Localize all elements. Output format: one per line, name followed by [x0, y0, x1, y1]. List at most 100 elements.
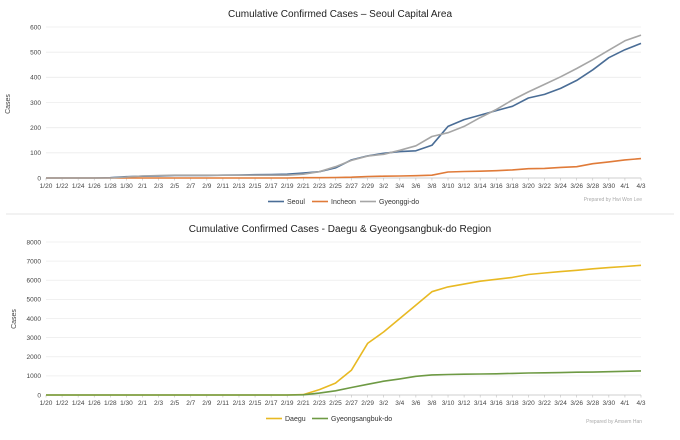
- x-tick-label: 3/26: [570, 183, 583, 190]
- x-tick-label: 1/20: [40, 183, 53, 190]
- x-tick-label: 2/17: [265, 400, 278, 407]
- y-tick-label: 6000: [27, 278, 42, 285]
- x-tick-label: 2/27: [345, 183, 358, 190]
- x-tick-label: 4/1: [620, 183, 629, 190]
- x-tick-label: 2/23: [313, 400, 326, 407]
- y-tick-label: 7000: [27, 258, 42, 265]
- x-tick-label: 2/13: [233, 400, 246, 407]
- legend-label: Seoul: [287, 199, 305, 206]
- x-tick-label: 1/30: [120, 400, 133, 407]
- x-tick-label: 4/3: [636, 400, 645, 407]
- x-tick-label: 3/20: [522, 183, 535, 190]
- x-tick-label: 2/11: [217, 183, 230, 190]
- y-tick-label: 2000: [27, 354, 42, 361]
- x-tick-label: 1/28: [104, 400, 117, 407]
- x-tick-label: 2/5: [170, 183, 179, 190]
- x-tick-label: 3/18: [506, 400, 519, 407]
- x-tick-label: 1/28: [104, 183, 117, 190]
- chart-title: Cumulative Confirmed Cases – Seoul Capit…: [228, 9, 452, 20]
- x-tick-label: 3/8: [427, 400, 436, 407]
- x-tick-label: 2/1: [138, 400, 147, 407]
- y-tick-label: 0: [37, 392, 41, 399]
- x-tick-label: 4/1: [620, 400, 629, 407]
- x-tick-label: 2/29: [361, 400, 374, 407]
- x-tick-label: 2/7: [186, 400, 195, 407]
- x-tick-label: 1/22: [56, 183, 69, 190]
- x-tick-label: 3/28: [586, 400, 599, 407]
- y-axis-label: Cases: [5, 94, 12, 114]
- x-tick-label: 3/12: [458, 183, 471, 190]
- y-tick-label: 100: [30, 150, 41, 157]
- x-tick-label: 4/3: [636, 183, 645, 190]
- x-tick-label: 2/17: [265, 183, 278, 190]
- x-tick-label: 2/15: [249, 183, 262, 190]
- x-tick-label: 2/9: [202, 183, 211, 190]
- y-tick-label: 0: [37, 175, 41, 182]
- x-tick-label: 3/30: [603, 183, 616, 190]
- x-tick-label: 2/11: [217, 400, 230, 407]
- x-tick-label: 3/6: [411, 400, 420, 407]
- x-tick-label: 2/1: [138, 183, 147, 190]
- x-tick-label: 2/25: [329, 183, 342, 190]
- legend-label: Incheon: [331, 199, 356, 206]
- x-tick-label: 3/16: [490, 183, 503, 190]
- x-tick-label: 3/14: [474, 183, 487, 190]
- x-axis: 1/20 1/22 1/24 1/26 1/28 1/30 2/1 2/3 2/5 2/7 2/9 2…: [40, 395, 646, 407]
- legend-label: Gyeonggi-do: [379, 199, 419, 206]
- credit-text: Prepared by Amsem Han: [586, 419, 642, 425]
- x-axis: 1/20 1/22 1/24 1/26 1/28 1/30 2/1 2/3 2/5 2/7 2/9 2…: [40, 178, 646, 190]
- legend-label: Daegu: [285, 416, 306, 423]
- chart-seoul-capital-area: Cumulative Confirmed Cases – Seoul Capit…: [5, 9, 646, 206]
- x-tick-label: 2/19: [281, 400, 294, 407]
- y-tick-label: 300: [30, 100, 41, 107]
- x-tick-label: 1/30: [120, 183, 133, 190]
- legend-label: Gyeongsangbuk-do: [331, 416, 392, 423]
- x-tick-label: 2/15: [249, 400, 262, 407]
- x-tick-label: 1/26: [88, 400, 101, 407]
- x-tick-label: 3/10: [442, 400, 455, 407]
- x-tick-label: 2/13: [233, 183, 246, 190]
- x-tick-label: 2/3: [154, 183, 163, 190]
- series-line-gyeongsangbuk-do: [46, 370, 642, 396]
- y-tick-label: 400: [30, 75, 41, 82]
- x-tick-label: 2/19: [281, 183, 294, 190]
- x-tick-label: 1/24: [72, 400, 85, 407]
- x-tick-label: 3/30: [603, 400, 616, 407]
- x-tick-label: 2/27: [345, 400, 358, 407]
- y-tick-label: 3000: [27, 335, 42, 342]
- y-axis: 0 1000 2000 3000 4000 5000 6000 7000 8000: [27, 239, 641, 399]
- series-line-gyeonggi-do: [46, 34, 642, 179]
- x-tick-label: 3/14: [474, 400, 487, 407]
- x-tick-label: 1/20: [40, 400, 53, 407]
- x-tick-label: 2/9: [202, 400, 211, 407]
- x-tick-label: 3/6: [411, 183, 420, 190]
- chart-title: Cumulative Confirmed Cases - Daegu & Gye…: [189, 224, 491, 235]
- x-tick-label: 3/24: [554, 183, 567, 190]
- y-axis: 0 100 200 300 400 500 600: [30, 24, 641, 182]
- series-line-incheon: [46, 157, 642, 179]
- x-tick-label: 2/29: [361, 183, 374, 190]
- series-lines: [46, 264, 642, 396]
- x-tick-label: 3/24: [554, 400, 567, 407]
- y-axis-label: Cases: [11, 309, 18, 329]
- y-tick-label: 500: [30, 49, 41, 56]
- x-tick-label: 3/28: [586, 183, 599, 190]
- x-tick-label: 2/21: [297, 183, 310, 190]
- x-tick-label: 3/18: [506, 183, 519, 190]
- series-line-seoul: [46, 42, 642, 179]
- x-tick-label: 2/7: [186, 183, 195, 190]
- x-tick-label: 3/10: [442, 183, 455, 190]
- x-tick-label: 2/23: [313, 183, 326, 190]
- x-tick-label: 3/26: [570, 400, 583, 407]
- y-tick-label: 600: [30, 24, 41, 31]
- x-tick-label: 3/2: [379, 183, 388, 190]
- credit-text: Prepared by Hwi Won Lee: [584, 197, 642, 203]
- x-tick-label: 1/26: [88, 183, 101, 190]
- x-tick-label: 2/5: [170, 400, 179, 407]
- y-tick-label: 5000: [27, 297, 42, 304]
- x-tick-label: 3/4: [395, 183, 404, 190]
- y-tick-label: 8000: [27, 239, 42, 246]
- x-tick-label: 3/4: [395, 400, 404, 407]
- legend: Seoul Incheon Gyeonggi-do: [268, 199, 419, 206]
